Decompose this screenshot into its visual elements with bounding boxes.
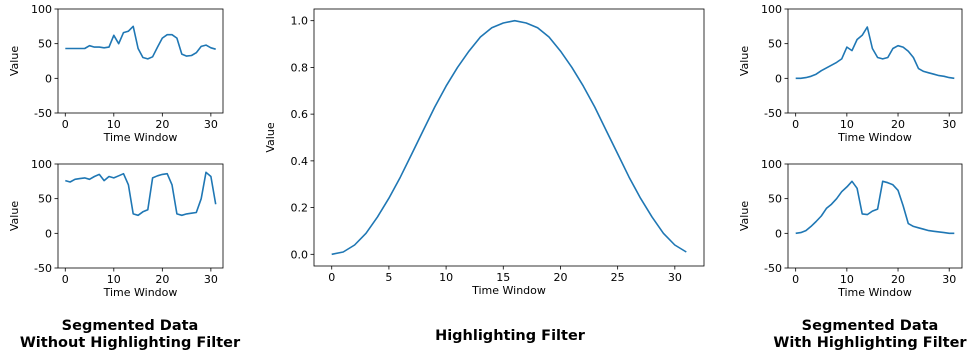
x-tick-label: 20 [155,273,169,286]
y-tick-label: 50 [768,38,782,51]
x-tick-label: 20 [891,118,905,131]
x-tick-label: 30 [942,273,956,286]
y-tick-label: 100 [761,3,782,16]
plot-frame [787,163,963,269]
caption-right-line2: With Highlighting Filter [773,335,967,351]
caption-center: Highlighting Filter [390,328,630,345]
y-tick-label: 0.2 [291,202,309,215]
y-tick-label: 50 [38,193,52,206]
y-tick-label: 100 [761,158,782,171]
x-tick-label: 0 [792,273,799,286]
x-tick-label: 20 [553,271,567,284]
x-tick-label: 10 [439,271,453,284]
series-line [65,171,217,217]
x-tick-label: 0 [792,118,799,131]
y-tick-label: -50 [764,107,782,120]
y-tick-label: 0.4 [291,155,309,168]
y-tick-label: -50 [764,262,782,275]
chart-left-bottom: 0 10 20 30 -50 0 50 100 Time Window Value [8,158,224,299]
chart-left-top: 0 10 20 30 -50 0 50 100 Time Window Value [8,3,224,144]
x-tick-label: 5 [385,271,392,284]
y-tick-label: -50 [34,107,52,120]
x-tick-label: 10 [107,118,121,131]
y-axis-label: Value [738,46,751,76]
chart-right-top: 0 10 20 30 -50 0 50 100 Time Window Value [738,3,963,144]
caption-center-line1: Highlighting Filter [435,328,585,344]
series-line [795,180,955,235]
y-tick-label: 1.0 [291,15,309,28]
y-axis-label: Value [8,46,21,76]
series-line [331,19,687,256]
caption-left-line1: Segmented Data [61,318,199,334]
y-tick-label: 100 [31,3,52,16]
x-tick-label: 30 [204,273,218,286]
caption-left-line2: Without Highlighting Filter [19,335,241,351]
caption-right: Segmented Data With Highlighting Filter [755,318,968,352]
y-tick-label: 0 [775,227,782,240]
series-line [795,26,955,80]
x-tick-label: 0 [62,273,69,286]
y-tick-label: 0 [45,72,52,85]
plot-frame [313,8,705,267]
chart-right-bottom: 0 10 20 30 -50 0 50 100 Time Window Value [738,158,963,299]
x-tick-label: 30 [204,118,218,131]
caption-right-line1: Segmented Data [801,318,939,334]
x-tick-label: 0 [62,118,69,131]
x-tick-label: 10 [840,273,854,286]
plot-frame [57,163,224,269]
x-axis-label: Time Window [103,286,178,299]
x-tick-label: 10 [840,118,854,131]
chart-center: 0 5 10 15 20 25 30 0.0 0.2 0.4 0.6 0.8 1.0 Time Windo… [264,8,705,297]
x-tick-label: 30 [668,271,682,284]
x-tick-label: 15 [496,271,510,284]
x-tick-label: 30 [942,118,956,131]
x-axis-label: Time Window [837,286,912,299]
y-tick-label: 0.0 [291,248,309,261]
y-tick-label: 0.6 [291,108,309,121]
y-tick-label: 50 [38,38,52,51]
y-axis-label: Value [8,201,21,231]
y-tick-label: 0 [775,72,782,85]
y-axis-label: Value [738,201,751,231]
series-line [65,25,216,60]
y-tick-label: 50 [768,193,782,206]
y-tick-label: 0.8 [291,61,309,74]
plot-frame [787,8,963,114]
x-tick-label: 10 [107,273,121,286]
x-axis-label: Time Window [837,131,912,144]
x-tick-label: 25 [611,271,625,284]
caption-left: Segmented Data Without Highlighting Filt… [15,318,245,352]
y-tick-label: 0 [45,227,52,240]
x-tick-label: 20 [155,118,169,131]
y-tick-label: -50 [34,262,52,275]
x-axis-label: Time Window [471,284,546,297]
x-axis-label: Time Window [103,131,178,144]
x-tick-label: 0 [328,271,335,284]
y-tick-label: 100 [31,158,52,171]
plot-frame [57,8,224,114]
x-tick-label: 20 [891,273,905,286]
y-axis-label: Value [264,122,277,152]
